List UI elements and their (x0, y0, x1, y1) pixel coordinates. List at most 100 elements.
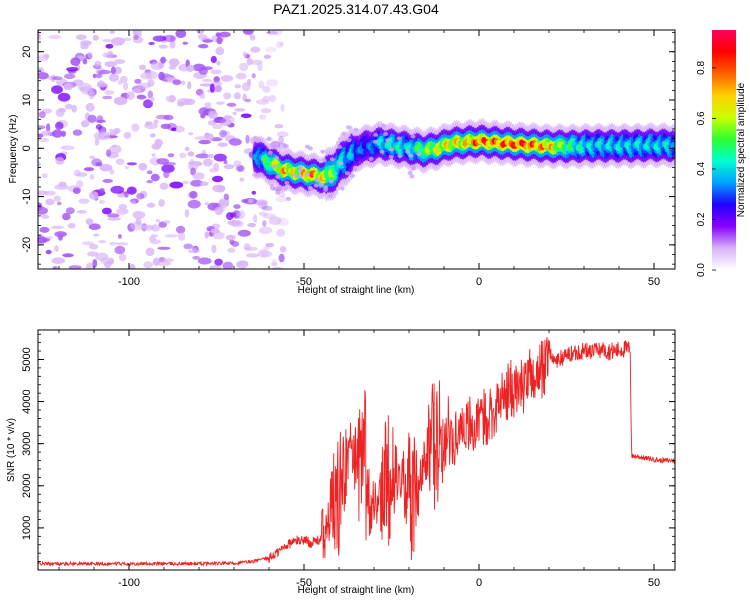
spectrogram-noise-blob (85, 102, 95, 112)
spectrogram-noise-blob (136, 193, 145, 200)
spectrogram-ridge-spot (298, 164, 304, 169)
spectrogram-noise-blob (259, 211, 268, 216)
spectrogram-noise-blob (243, 243, 251, 251)
spectrogram-noise-blob (165, 95, 177, 103)
spectrogram-noise-blob (231, 241, 240, 247)
spectrogram-noise-blob (72, 187, 81, 194)
spectrogram-noise-blob (75, 34, 87, 40)
spectrogram-ridge-spot (381, 123, 387, 128)
spectrogram-noise-blob (38, 190, 49, 196)
spectrogram-noise-blob (212, 231, 225, 240)
spectrogram-ridge-spot (416, 152, 422, 157)
spectrogram-noise-blob (124, 165, 129, 170)
spectrogram-noise-blob (237, 210, 245, 219)
spectrogram-ridge-spot (339, 186, 345, 191)
spectrogram-ridge-spot (346, 138, 352, 143)
spectrogram-noise-blob (258, 226, 273, 234)
spectrogram-noise-blob (85, 218, 94, 226)
spectrogram-noise-blob (148, 41, 155, 46)
spectrogram-ridge-spot (353, 127, 359, 132)
spectrogram-noise-blob (220, 75, 234, 82)
spectrogram-ridge-spot (284, 180, 290, 185)
spectrogram-noise-blob (107, 213, 120, 218)
spectrogram-noise-blob (112, 144, 117, 149)
spectrogram-ridge-spot (352, 167, 358, 172)
spectrogram-noise-blob (218, 31, 231, 38)
snr-y-tick-label: 5000 (21, 347, 33, 371)
spectrogram-noise-blob (162, 258, 174, 263)
spectrogram-noise-blob (183, 243, 193, 250)
spectrogram-noise-blob (126, 162, 137, 166)
spectrogram-noise-blob (105, 43, 114, 49)
spectrogram-noise-blob (89, 191, 99, 200)
spectrogram-ridge-spot (314, 177, 320, 182)
spectrogram-noise-blob (204, 102, 212, 109)
spectrogram-noise-blob (161, 164, 175, 173)
spectrogram-noise-blob (155, 219, 161, 223)
spectrogram-noise-blob (192, 172, 205, 180)
spectrogram-noise-blob (158, 199, 165, 207)
spectrogram-noise-blob (219, 199, 229, 209)
spectrogram-ridge (252, 118, 675, 202)
spectrogram-noise-blob (166, 76, 174, 82)
spectrogram-noise-blob (210, 69, 223, 75)
spectrogram-noise-blob (184, 146, 190, 152)
spectrogram-noise-blob (225, 234, 236, 241)
spectrogram-noise-blob (240, 113, 252, 119)
spectrogram-noise-blob (115, 242, 129, 246)
spectrogram-ridge-spot (275, 175, 281, 179)
spectrogram-ridge-spot (313, 183, 319, 188)
spectrogram-ridge-cell (670, 142, 675, 149)
figure-title: PAZ1.2025.314.07.43.G04 (273, 1, 439, 17)
spectrogram-noise-blob (197, 257, 212, 265)
spectrogram-ridge-spot (321, 158, 327, 163)
spectrogram-noise-blob (201, 66, 213, 70)
spectrogram-y-tick-label: 0 (21, 145, 33, 151)
spectrogram-noise-blob (232, 111, 237, 116)
colorbar-tick-label: 0.6 (696, 111, 707, 125)
spectrogram-ridge-spot (346, 125, 351, 130)
spectrogram-noise-blob (92, 73, 97, 79)
spectrogram-ridge-spot (267, 150, 273, 155)
spectrogram-noise-blob (45, 249, 52, 255)
spectrogram-noise-blob (68, 265, 82, 269)
spectrogram-noise-blob (260, 108, 272, 114)
spectrogram-noise-blob (157, 246, 171, 250)
spectrogram-ridge-spot (409, 174, 415, 179)
spectrogram-noise-blob (109, 169, 115, 175)
spectrogram-noise-blob (249, 34, 256, 41)
colorbar-tick-label: 0.0 (696, 263, 707, 277)
spectrogram-noise-blob (70, 57, 81, 66)
spectrogram-noise-blob (114, 245, 126, 255)
snr-x-axis-label: Height of straight line (km) (298, 585, 415, 596)
spectrogram-ridge-spot (411, 166, 417, 171)
spectrogram-noise-blob (183, 98, 196, 106)
spectrogram-noise-blob (95, 124, 103, 130)
spectrogram-noise-blob (216, 60, 221, 66)
spectrogram-noise-blob (38, 206, 48, 215)
spectrogram-y-tick-label: -20 (21, 237, 33, 253)
spectrogram-ridge-spot (305, 144, 310, 149)
spectrogram-noise-blob (109, 241, 117, 246)
spectrogram-noise-blob (54, 245, 59, 252)
spectrogram-noise-blob (46, 123, 51, 132)
spectrogram-noise-blob (132, 88, 142, 93)
spectrogram-ridge-spot (388, 154, 394, 159)
spectrogram-ridge-spot (318, 182, 324, 187)
spectrogram-noise-blob (179, 152, 187, 159)
spectrogram-noise-blob (63, 82, 73, 91)
spectrogram-noise-blob (57, 201, 62, 206)
spectrogram-noise-blob (276, 228, 286, 237)
spectrogram-noise-blob (51, 225, 64, 229)
spectrogram-noise-blob (92, 34, 99, 41)
spectrogram-noise-blob (133, 34, 139, 40)
snr-y-tick-label: 2000 (21, 474, 33, 498)
spectrogram-noise-blob (213, 153, 227, 162)
spectrogram-ridge-spot (298, 174, 303, 179)
spectrogram-noise-blob (41, 214, 50, 219)
spectrogram-noise-blob (59, 107, 67, 113)
spectrogram-noise-blob (118, 203, 128, 210)
spectrogram-noise-blob (202, 39, 214, 43)
spectrogram-x-tick-label: 50 (648, 276, 660, 288)
